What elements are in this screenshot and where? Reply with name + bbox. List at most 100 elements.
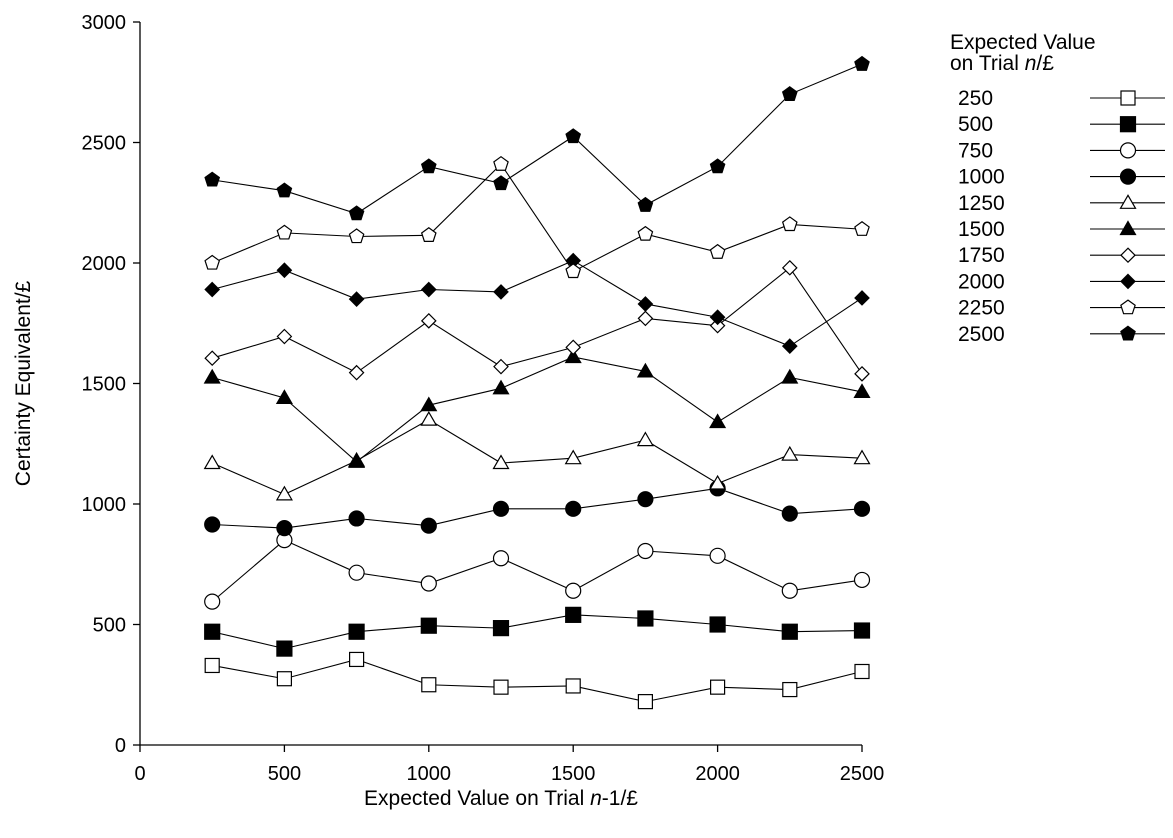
data-point-2500 (781, 86, 798, 101)
data-point-1000 (204, 516, 221, 533)
data-point-2250 (781, 216, 798, 232)
legend-label: 2500 (958, 323, 1005, 346)
data-point-1000 (276, 519, 293, 537)
legend-label: 250 (958, 87, 993, 110)
legend-label: 500 (958, 113, 993, 136)
y-tick-label: 1500 (82, 374, 127, 396)
data-point-2000 (709, 309, 726, 326)
y-tick-label: 1000 (82, 494, 127, 516)
data-point-1750 (854, 366, 870, 382)
data-point-1250 (709, 474, 727, 490)
series-2000 (204, 252, 870, 354)
data-point-2500 (854, 55, 870, 71)
data-point-1750 (565, 339, 582, 356)
data-point-1750 (637, 310, 654, 327)
data-point-500 (565, 606, 582, 623)
data-point-1500 (781, 368, 799, 384)
data-point-250 (782, 681, 798, 698)
data-point-1000 (348, 510, 365, 527)
data-point-1000 (853, 500, 871, 517)
data-point-250 (421, 677, 437, 693)
series-line-500 (212, 614, 863, 650)
data-point-1000 (420, 517, 437, 534)
data-point-2500 (709, 158, 726, 174)
data-point-500 (637, 610, 654, 627)
series-750 (204, 532, 871, 610)
legend-entry: 500 (958, 113, 1165, 136)
series-line-2500 (212, 63, 863, 215)
data-point-1750 (493, 358, 509, 375)
data-point-2250 (348, 228, 365, 244)
series-line-1000 (212, 487, 863, 529)
series-1250 (203, 410, 871, 501)
data-point-1500 (709, 413, 727, 429)
legend-label: 2250 (958, 297, 1005, 320)
data-point-250 (349, 651, 365, 668)
data-point-2000 (420, 281, 437, 298)
data-point-1750 (781, 259, 798, 276)
data-point-250 (637, 694, 654, 710)
data-point-1750 (709, 317, 726, 334)
legend-marker (1120, 90, 1136, 106)
data-point-2000 (348, 291, 365, 307)
text-part: on Trial (950, 52, 1025, 75)
series-500 (204, 606, 871, 657)
data-point-750 (637, 542, 654, 560)
data-point-750 (709, 547, 726, 564)
data-point-2250 (637, 225, 654, 241)
legend-entry: 1250 (958, 192, 1165, 215)
data-point-1000 (781, 505, 798, 522)
data-point-750 (348, 564, 365, 581)
data-point-500 (420, 617, 437, 634)
axes: 0 500 1000 1500 2000 2500 3000 0 500 1000 1500 2000… (12, 12, 884, 810)
data-point-2250 (420, 227, 437, 242)
data-point-500 (348, 623, 365, 640)
data-point-1250 (636, 431, 654, 447)
legend-label: 2000 (958, 270, 1005, 293)
series-line-1250 (211, 419, 863, 495)
data-point-2250 (276, 224, 293, 240)
data-point-500 (709, 616, 726, 633)
data-point-2000 (854, 290, 870, 306)
data-point-500 (204, 623, 221, 640)
legend-label: 750 (958, 139, 993, 162)
x-tick-label: 2000 (695, 763, 740, 785)
legend-entry: 250 (958, 87, 1165, 110)
legend-entry: 1500 (958, 218, 1165, 241)
data-point-750 (204, 593, 221, 610)
text-part: n (1025, 52, 1037, 75)
data-point-250 (204, 657, 220, 674)
data-point-1250 (781, 445, 799, 461)
data-point-1750 (276, 328, 293, 345)
y-axis-label: Certainty Equivalent/£ (12, 280, 35, 486)
data-point-1750 (348, 364, 365, 381)
text-part: /£ (1036, 52, 1054, 75)
legend-entry: 750 (958, 139, 1165, 162)
data-point-2000 (781, 338, 798, 354)
legend-marker (1119, 142, 1137, 159)
data-point-1000 (565, 500, 582, 517)
data-point-1250 (420, 410, 438, 426)
y-tick-label: 3000 (82, 12, 127, 34)
data-point-1250 (275, 485, 293, 501)
data-point-1500 (492, 379, 510, 395)
data-point-2500 (420, 158, 437, 174)
data-point-1250 (853, 449, 871, 465)
data-point-1500 (348, 453, 366, 468)
legend-label: 1500 (958, 218, 1005, 241)
data-point-1500 (420, 396, 438, 412)
x-tick-label: 0 (134, 763, 145, 785)
data-point-1000 (492, 500, 510, 517)
data-point-2250 (493, 155, 509, 171)
legend-marker (1119, 116, 1137, 133)
data-point-1500 (203, 368, 221, 384)
series-line-750 (211, 539, 863, 603)
legend-marker (1120, 247, 1136, 264)
data-point-1000 (637, 491, 654, 508)
data-point-2500 (348, 205, 365, 221)
legend-marker (1119, 168, 1137, 185)
data-point-1250 (203, 454, 221, 470)
data-point-2000 (276, 262, 293, 279)
data-point-1250 (564, 449, 582, 465)
